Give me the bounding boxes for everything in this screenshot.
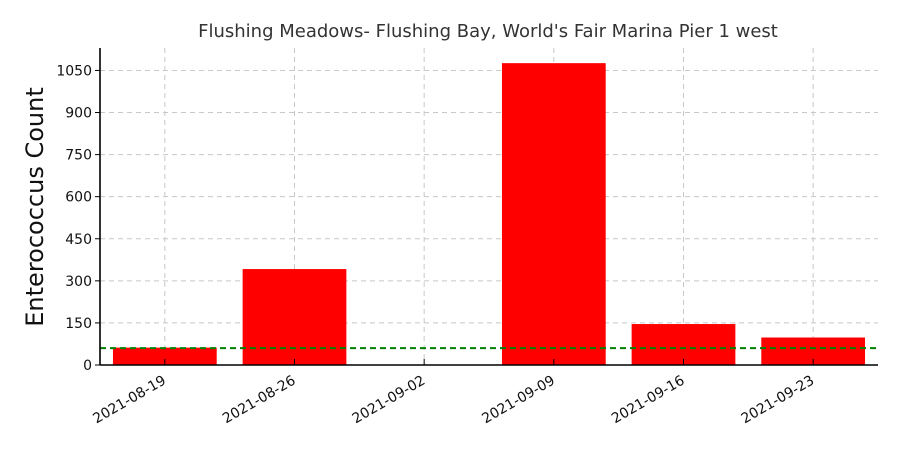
x-tick-label: 2021-08-26	[220, 373, 299, 428]
x-tick-labels: 2021-08-19 2021-08-26 2021-09-02 2021-09-09…	[90, 359, 817, 427]
y-axis-label: Enterococcus Count	[21, 87, 49, 326]
y-tick-labels: 0 150 300 450 600 750 900 1050	[56, 63, 100, 374]
x-tick-label: 2021-09-23	[739, 373, 817, 428]
y-tick-label: 450	[65, 232, 92, 248]
grid-lines	[100, 48, 878, 365]
x-tick-label: 2021-08-19	[90, 373, 168, 428]
bars	[112, 63, 866, 365]
y-tick-label: 600	[65, 190, 92, 206]
y-tick-label: 0	[83, 358, 92, 374]
bar	[631, 324, 736, 365]
x-tick-label: 2021-09-02	[350, 373, 428, 428]
x-tick-label: 2021-09-16	[609, 373, 688, 428]
y-tick-label: 750	[65, 148, 92, 164]
axes	[99, 48, 878, 366]
y-tick-label: 900	[65, 106, 92, 122]
x-tick-label: 2021-09-09	[479, 373, 557, 428]
y-tick-label: 1050	[56, 63, 92, 79]
y-tick-label: 300	[65, 274, 92, 290]
bar	[112, 347, 217, 365]
bar	[501, 63, 606, 365]
bar	[242, 269, 347, 365]
chart-title: Flushing Meadows- Flushing Bay, World's …	[198, 21, 778, 42]
y-tick-label: 150	[65, 316, 92, 332]
